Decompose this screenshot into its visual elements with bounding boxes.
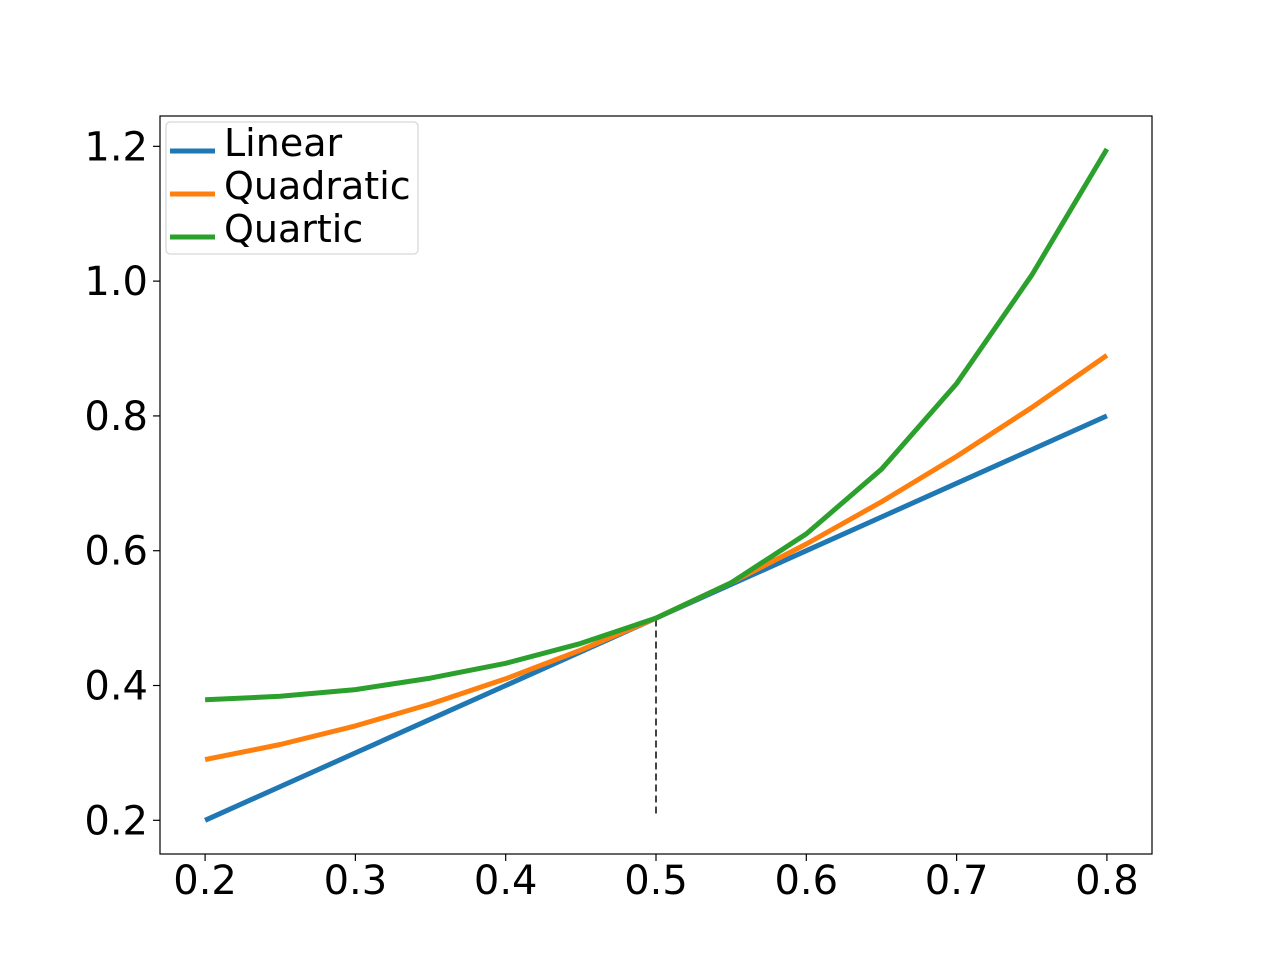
x-tick-label: 0.7 — [925, 858, 989, 904]
legend-label-quadratic: Quadratic — [224, 164, 411, 208]
y-tick-label: 0.8 — [84, 394, 148, 440]
x-tick-label: 0.6 — [774, 858, 838, 904]
series-line-quartic — [204, 147, 1110, 703]
legend-label-quartic: Quartic — [224, 207, 363, 251]
legend-label-linear: Linear — [224, 121, 342, 165]
y-tick-label: 0.2 — [84, 798, 148, 844]
series-lines — [204, 147, 1110, 823]
y-tick-label: 0.6 — [84, 529, 148, 575]
legend: Linear Quadratic Quartic — [165, 121, 419, 255]
x-tick-label: 0.5 — [624, 858, 688, 904]
legend-box — [165, 121, 419, 255]
y-axis: 0.2 0.4 0.6 0.8 1.0 1.2 — [84, 124, 160, 844]
y-tick-label: 1.0 — [84, 259, 148, 305]
x-tick-label: 0.8 — [1075, 858, 1139, 904]
x-tick-label: 0.3 — [324, 858, 388, 904]
x-axis: 0.2 0.3 0.4 0.5 0.6 0.7 0.8 — [173, 854, 1139, 904]
x-tick-label: 0.4 — [474, 858, 538, 904]
y-tick-label: 1.2 — [84, 124, 148, 170]
y-tick-label: 0.4 — [84, 664, 148, 710]
x-tick-label: 0.2 — [173, 858, 237, 904]
